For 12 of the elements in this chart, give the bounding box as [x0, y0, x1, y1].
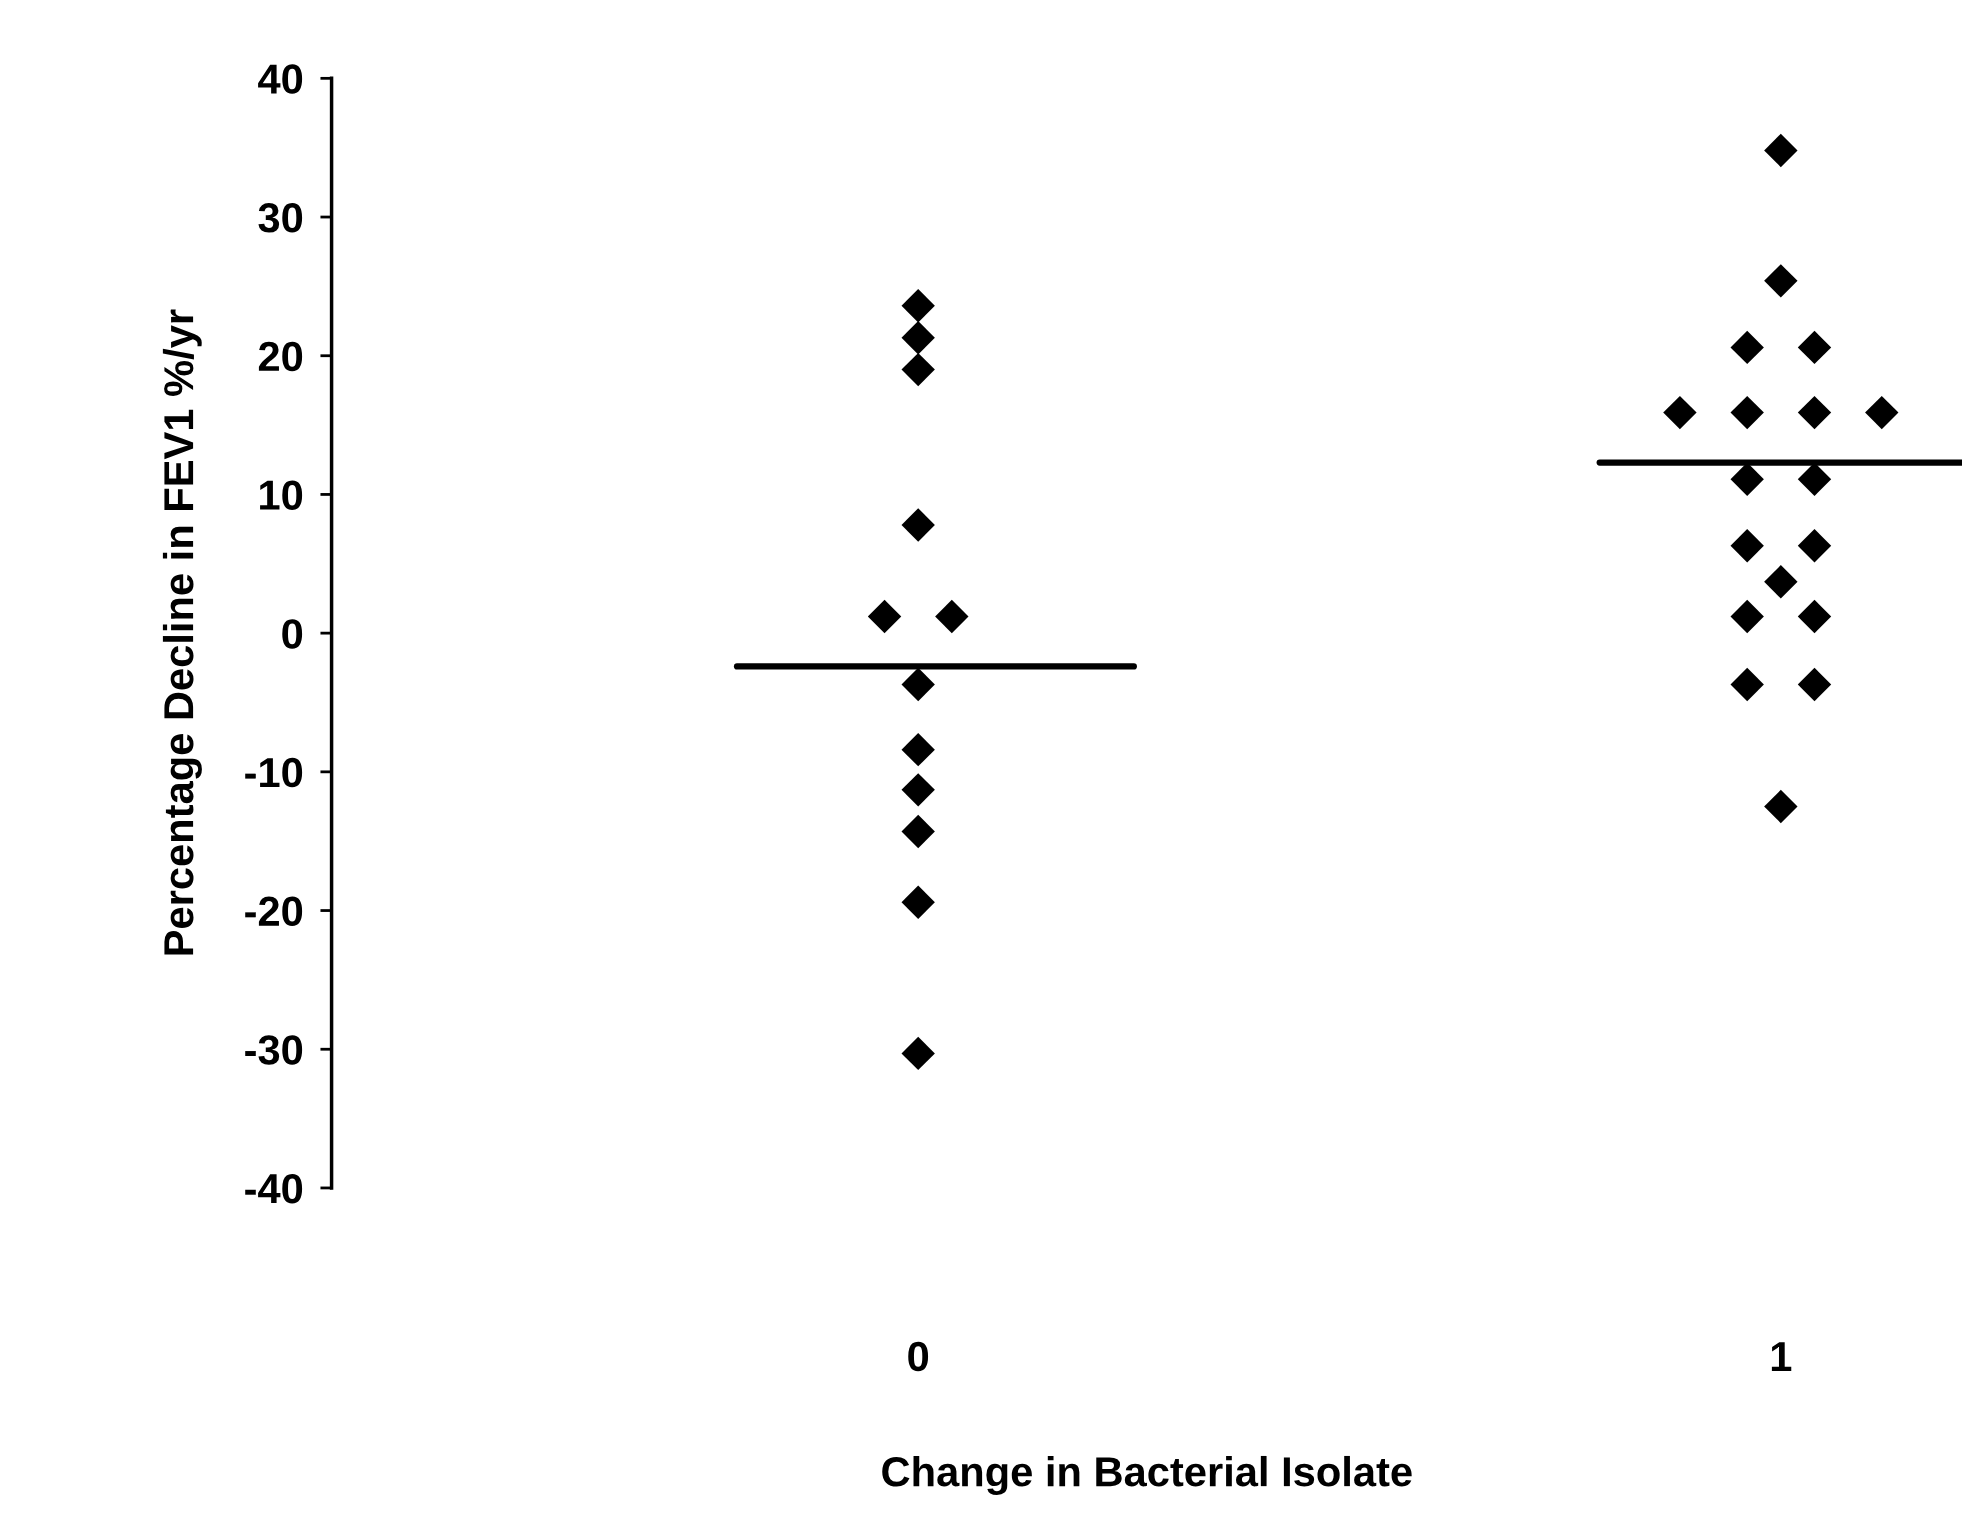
y-tick-label: 20 [258, 341, 303, 372]
y-axis-title: Percentage Decline in FEV1 %/yr [162, 309, 202, 955]
x-axis-title: Change in Bacterial Isolate [882, 1455, 1412, 1495]
y-tick-label: -40 [245, 1173, 303, 1204]
y-tick-label: -20 [245, 896, 303, 927]
y-tick-label: -10 [245, 757, 303, 788]
x-tick-label: 1 [1771, 1342, 1792, 1371]
y-tick-label: 40 [258, 64, 303, 94]
y-tick-label: -30 [245, 1035, 303, 1065]
y-tick-label: 10 [260, 480, 303, 510]
y-tick-label: 30 [258, 203, 303, 233]
y-tick-label: 0 [282, 619, 303, 649]
